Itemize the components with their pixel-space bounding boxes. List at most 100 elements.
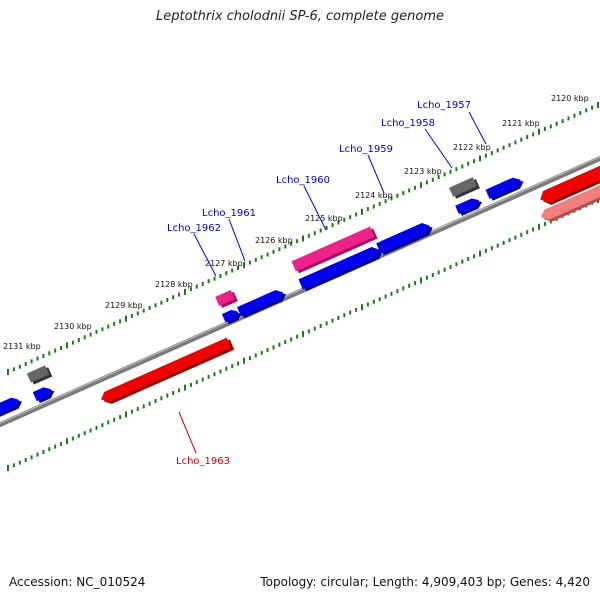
gene-lcho-1957[interactable] bbox=[485, 174, 526, 201]
gene-blue-left-a[interactable] bbox=[32, 384, 57, 404]
inner-tick bbox=[119, 415, 122, 420]
outer-tick bbox=[7, 369, 9, 375]
gene-label-lcho-1958[interactable]: Lcho_1958 bbox=[381, 118, 435, 129]
gene-lcho-1962[interactable] bbox=[215, 289, 238, 309]
inner-tick bbox=[225, 366, 228, 371]
inner-tick bbox=[201, 377, 204, 382]
inner-tick bbox=[272, 345, 275, 350]
outer-tick bbox=[349, 215, 352, 220]
outer-tick bbox=[142, 308, 145, 313]
outer-tick bbox=[420, 182, 422, 189]
outer-tick bbox=[302, 235, 304, 242]
outer-tick bbox=[231, 268, 234, 273]
gene-lcho-1958-b[interactable] bbox=[455, 195, 484, 217]
gene-label-lcho-1959[interactable]: Lcho_1959 bbox=[339, 144, 393, 155]
inner-tick bbox=[77, 433, 80, 438]
gene-gray-left[interactable] bbox=[26, 365, 53, 386]
gene-label-lcho-1957[interactable]: Lcho_1957 bbox=[417, 100, 471, 111]
inner-tick bbox=[71, 436, 74, 441]
outer-tick bbox=[154, 303, 157, 308]
inner-tick bbox=[219, 369, 222, 374]
outer-tick bbox=[508, 143, 511, 148]
inner-tick bbox=[136, 407, 139, 411]
inner-tick bbox=[60, 441, 63, 446]
outer-tick bbox=[532, 132, 535, 137]
gene-lcho-1962-b[interactable] bbox=[221, 307, 243, 325]
gene-lcho-1959[interactable] bbox=[376, 220, 435, 256]
inner-tick bbox=[508, 238, 511, 243]
inner-tick bbox=[378, 297, 381, 302]
inner-tick bbox=[390, 291, 393, 296]
inner-tick bbox=[467, 257, 470, 261]
inner-tick bbox=[12, 463, 15, 468]
scale-label-2127: 2127 kbp bbox=[205, 259, 243, 268]
inner-tick bbox=[248, 356, 251, 361]
inner-tick bbox=[243, 357, 245, 364]
outer-tick bbox=[567, 116, 570, 121]
gene-label-lcho-1960[interactable]: Lcho_1960 bbox=[276, 175, 330, 186]
inner-tick bbox=[302, 331, 304, 337]
scale-label-2128: 2128 kbp bbox=[155, 280, 193, 289]
gene-red-right[interactable] bbox=[538, 162, 600, 208]
outer-tick bbox=[184, 288, 186, 295]
inner-tick bbox=[331, 318, 334, 323]
gene-lcho-1960[interactable] bbox=[291, 226, 378, 274]
outer-tick bbox=[130, 313, 133, 318]
outer-tick bbox=[107, 324, 110, 329]
outer-tick bbox=[561, 119, 564, 123]
gene-lcho-1961[interactable] bbox=[237, 287, 288, 319]
outer-tick bbox=[484, 153, 487, 158]
gene-label-lcho-1963[interactable]: Lcho_1963 bbox=[176, 456, 230, 467]
inner-tick bbox=[372, 299, 375, 304]
gene-blue-left-b[interactable] bbox=[0, 394, 24, 417]
inner-tick bbox=[361, 304, 363, 311]
outer-tick bbox=[490, 151, 493, 156]
outer-tick bbox=[579, 111, 582, 115]
inner-tick bbox=[30, 455, 33, 460]
inner-tick bbox=[213, 372, 216, 377]
inner-tick bbox=[526, 230, 529, 235]
outer-tick bbox=[585, 108, 588, 113]
inner-tick bbox=[455, 262, 458, 267]
outer-tick bbox=[248, 260, 251, 265]
outer-tick bbox=[66, 342, 68, 349]
inner-tick bbox=[355, 307, 358, 312]
scale-label-2123: 2123 kbp bbox=[404, 167, 442, 176]
inner-tick bbox=[172, 391, 175, 395]
inner-tick bbox=[479, 250, 481, 257]
inner-tick bbox=[278, 342, 281, 347]
gene-lcho-1960-b[interactable] bbox=[298, 244, 384, 292]
outer-tick bbox=[260, 255, 263, 260]
outer-tick bbox=[343, 217, 346, 222]
gene-lcho-1958[interactable] bbox=[449, 176, 480, 199]
outer-tick bbox=[77, 338, 80, 342]
inner-tick bbox=[408, 283, 411, 288]
outer-tick bbox=[514, 140, 517, 145]
inner-tick bbox=[231, 364, 234, 369]
inner-tick bbox=[24, 458, 27, 462]
outer-tick bbox=[408, 188, 411, 193]
outer-tick bbox=[42, 354, 45, 358]
gene-label-lcho-1962[interactable]: Lcho_1962 bbox=[167, 223, 221, 234]
scale-label-2130: 2130 kbp bbox=[54, 322, 92, 331]
inner-tick bbox=[431, 273, 434, 277]
outer-tick bbox=[384, 199, 387, 204]
outer-tick bbox=[549, 124, 552, 129]
outer-tick bbox=[538, 128, 540, 135]
gene-lcho-1963[interactable] bbox=[99, 337, 235, 407]
gene-red-right-light[interactable] bbox=[539, 183, 600, 225]
inner-tick bbox=[490, 246, 493, 251]
gene-label-lcho-1961[interactable]: Lcho_1961 bbox=[202, 208, 256, 219]
outer-tick bbox=[54, 348, 57, 353]
outer-tick bbox=[319, 228, 322, 233]
outer-tick bbox=[437, 175, 440, 180]
inner-tick bbox=[396, 289, 399, 294]
outer-tick bbox=[390, 196, 393, 201]
inner-tick bbox=[266, 348, 269, 353]
inner-tick bbox=[154, 399, 157, 403]
outer-tick bbox=[24, 362, 27, 366]
outer-tick bbox=[520, 137, 523, 142]
inner-tick bbox=[142, 404, 145, 409]
inner-tick bbox=[449, 265, 452, 269]
outer-tick bbox=[543, 127, 546, 131]
